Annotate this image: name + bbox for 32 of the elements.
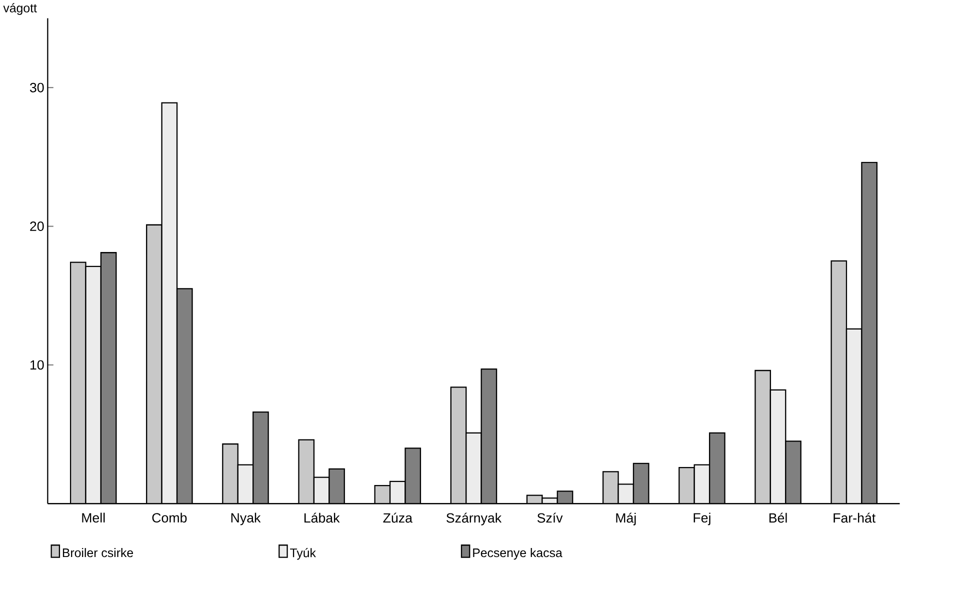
legend-label: Pecsenye kacsa [473, 548, 562, 560]
bar [710, 433, 725, 504]
bar [177, 288, 192, 504]
y-axis-title: vágott [3, 3, 37, 16]
bar [329, 469, 344, 504]
x-tick-label: Máj [616, 512, 636, 526]
y-tick-label: 20 [30, 222, 44, 232]
y-tick-label: 10 [30, 360, 44, 370]
bar [786, 441, 801, 504]
bar [770, 390, 786, 504]
bar [253, 412, 268, 504]
x-tick-label: Zúza [383, 512, 412, 523]
bar [86, 266, 101, 504]
y-tick-label: 30 [30, 83, 44, 93]
bar [846, 328, 862, 504]
x-tick-label: Szárnyak [446, 512, 502, 526]
x-tick-label: Mell [82, 512, 105, 523]
bar [481, 369, 497, 504]
bar [162, 103, 178, 504]
legend-label: Tyúk [290, 548, 316, 560]
x-tick-label: Szív [537, 512, 563, 523]
x-tick-label: Bél [769, 512, 787, 523]
bar [100, 252, 116, 504]
legend-label: Broiler csirke [62, 548, 134, 558]
x-tick-label: Comb [152, 512, 187, 523]
bar [466, 433, 482, 504]
bar [405, 448, 420, 504]
x-tick-label: Lábak [304, 512, 340, 523]
x-tick-label: Fej [694, 512, 710, 526]
bar [861, 162, 878, 504]
x-tick-label: Far-hát [834, 512, 876, 523]
x-tick-label: Nyak [231, 512, 261, 526]
